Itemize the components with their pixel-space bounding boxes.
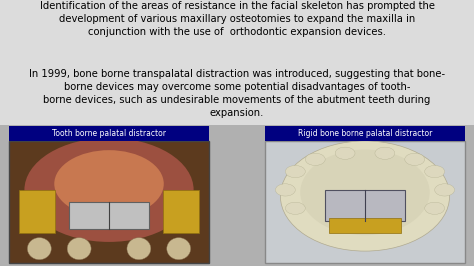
FancyBboxPatch shape (0, 125, 474, 266)
Ellipse shape (425, 165, 445, 178)
Ellipse shape (305, 153, 325, 165)
Ellipse shape (285, 165, 305, 178)
FancyBboxPatch shape (329, 218, 401, 233)
FancyBboxPatch shape (0, 0, 474, 125)
FancyBboxPatch shape (9, 126, 209, 141)
FancyBboxPatch shape (19, 190, 55, 233)
FancyBboxPatch shape (9, 141, 209, 263)
Ellipse shape (25, 138, 193, 242)
Ellipse shape (285, 202, 305, 214)
FancyBboxPatch shape (325, 190, 405, 221)
Ellipse shape (167, 238, 191, 260)
FancyBboxPatch shape (265, 126, 465, 141)
Ellipse shape (54, 150, 164, 218)
Text: Tooth borne palatal distractor: Tooth borne palatal distractor (52, 129, 166, 138)
Ellipse shape (425, 202, 445, 214)
Text: Identification of the areas of resistance in the facial skeleton has prompted th: Identification of the areas of resistanc… (39, 1, 435, 37)
Ellipse shape (301, 149, 429, 235)
FancyBboxPatch shape (69, 202, 149, 229)
FancyBboxPatch shape (163, 190, 199, 233)
Ellipse shape (281, 141, 449, 251)
FancyBboxPatch shape (265, 141, 465, 263)
Ellipse shape (27, 238, 51, 260)
Ellipse shape (127, 238, 151, 260)
Text: Rigid bone borne palatal distractor: Rigid bone borne palatal distractor (298, 129, 432, 138)
Ellipse shape (435, 184, 455, 196)
Ellipse shape (375, 147, 395, 159)
Ellipse shape (67, 238, 91, 260)
Ellipse shape (335, 147, 355, 159)
Text: In 1999, bone borne transpalatal distraction was introduced, suggesting that bon: In 1999, bone borne transpalatal distrac… (29, 69, 445, 118)
Ellipse shape (275, 184, 295, 196)
Ellipse shape (405, 153, 425, 165)
